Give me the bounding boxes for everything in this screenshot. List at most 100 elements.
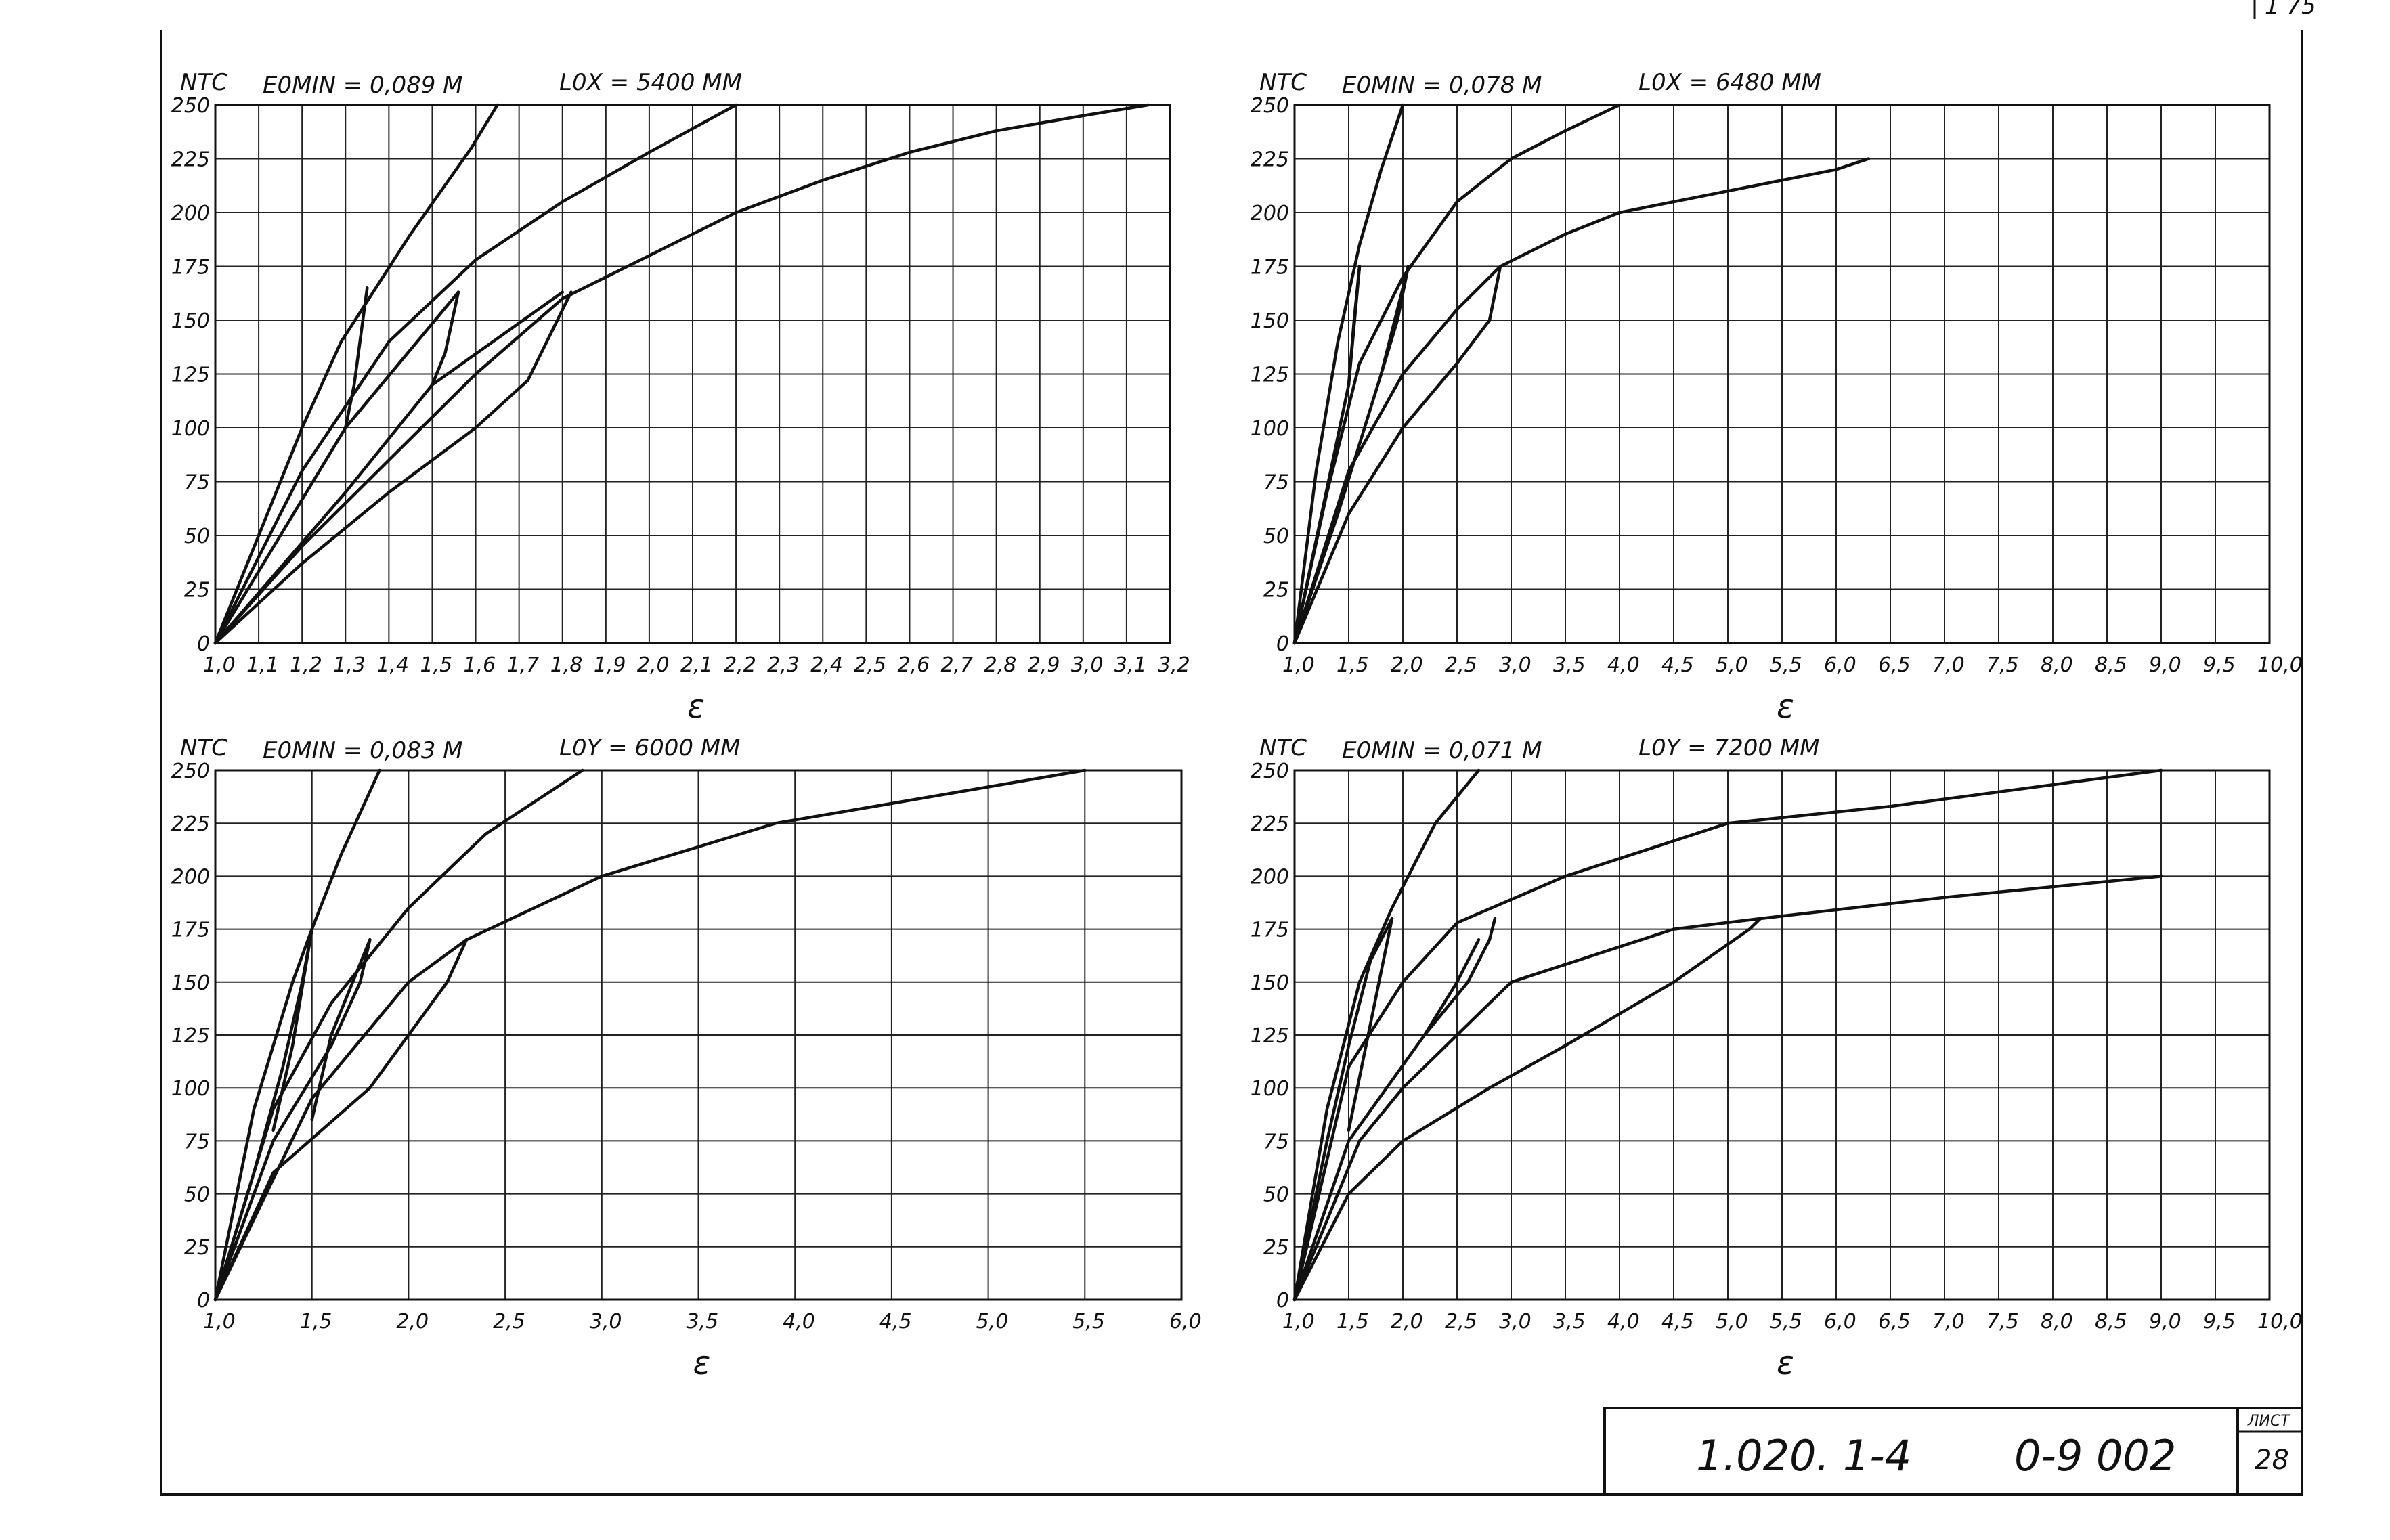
x-tick-label: 3,0 [1499,653,1531,677]
y-tick-label: 225 [1251,148,1289,172]
x-tick-label: 2,4 [810,653,843,677]
x-tick-label: 3,5 [1553,1310,1586,1334]
designation-code: 1.020. 1-4 [1696,1431,1911,1480]
y-tick-label: 150 [1251,309,1289,333]
plot-frame [1293,769,2271,1301]
x-tick-label: 4,5 [1661,653,1694,677]
y-tick-label: 50 [184,1183,210,1207]
y-tick-label: 100 [171,1077,210,1101]
x-tick-label: 7,0 [1932,653,1965,677]
series-line-3 [213,103,738,645]
plot-frame [214,769,1183,1301]
x-tick-label: 2,9 [1028,653,1060,677]
y-tick-label: 25 [1263,1236,1289,1260]
x-tick-label: 8,0 [2041,653,2073,677]
y-tick-label: 25 [184,579,210,602]
x-tick-label: 7,5 [1986,1310,2019,1334]
series-line-6 [1292,265,1502,645]
series-line-5 [1292,157,1871,645]
e0min-label: E0MIN = 0,083 M [263,737,463,764]
y-tick-label: 0 [197,632,210,656]
x-tick-label: 9,0 [2149,653,2181,677]
x-tick-label: 5,5 [1770,653,1802,677]
x-tick-label: 2,0 [1391,1310,1423,1334]
series-line-5 [1292,875,2163,1302]
y-tick-label: 175 [171,919,210,942]
x-tick-label: 2,5 [1445,653,1477,677]
y-tick-label: 175 [1251,919,1289,942]
y-tick-label: 175 [171,256,210,280]
chart-loy-7200: 1,0 1,5 2,0 2,5 3,0 3,5 4,0 4,5 5,0 5,5 6,0 6,5 7,0 7… [1251,734,2303,1382]
x-tick-label: 1,1 [246,653,279,677]
y-tick-label: 125 [1251,364,1289,387]
plot-frame [1293,104,2271,644]
y-tick-label: 150 [171,971,210,995]
chart-lox-5400: 1,0 1,1 1,2 1,3 1,4 1,5 1,6 1,7 1,8 1,9 2,0 2,1 2,2 2… [171,69,1190,726]
series-line-6 [213,938,469,1302]
x-tick-label: 1,0 [1282,653,1315,677]
y-tick-label: 0 [197,1289,210,1313]
x-tick-label: 1,4 [376,653,409,677]
x-tick-label: 5,0 [976,1310,1009,1334]
y-tick-label: 50 [1263,1183,1289,1207]
y-axis-label: NTC [1259,734,1307,762]
y-tick-label: 75 [184,1130,210,1153]
plot-frame [214,104,1171,644]
y-tick-label: 200 [171,202,210,225]
x-tick-label: 9,0 [2149,1310,2181,1334]
x-axis-label: ɛ [687,688,705,726]
x-tick-label: 3,1 [1114,653,1147,677]
y-tick-label: 75 [184,471,210,495]
x-tick-label: 1,0 [1282,1310,1315,1334]
series-line-8 [431,290,460,387]
l0-label: L0X = 6480 MM [1638,69,1821,96]
e0min-label: E0MIN = 0,078 M [1342,72,1542,99]
x-tick-label: 2,6 [897,653,930,677]
y-axis-label: NTC [180,69,227,96]
x-tick-label: 10,0 [2257,1310,2303,1334]
series-line-6 [1292,917,1762,1302]
sheet-frame [160,30,2303,1496]
y-tick-label: 225 [1251,812,1289,836]
y-tick-label: 200 [1251,202,1289,225]
x-tick-label: 2,0 [396,1310,429,1334]
document-number: 0-9 002 [2014,1431,2176,1480]
x-tick-label: 3,0 [1499,1310,1531,1334]
series-line-7 [1347,265,1362,387]
x-tick-label: 2,1 [680,653,713,677]
x-tick-label: 1,9 [594,653,626,677]
x-tick-label: 5,0 [1716,653,1748,677]
y-tick-label: 100 [1251,417,1289,441]
y-tick-label: 125 [171,364,210,387]
x-tick-label: 2,5 [493,1310,525,1334]
x-tick-label: 1,2 [290,653,322,677]
y-tick-label: 250 [1251,760,1289,783]
x-tick-label: 4,0 [783,1310,815,1334]
x-tick-label: 7,5 [1986,653,2019,677]
e0min-label: E0MIN = 0,089 M [263,72,463,99]
series-line-7 [1347,917,1394,1132]
y-tick-label: 200 [171,865,210,889]
l0-label: L0Y = 7200 MM [1638,734,1819,762]
series-line-8 [1422,938,1481,1037]
x-tick-label: 1,6 [464,653,496,677]
x-tick-label: 2,3 [767,653,800,677]
series-line-1 [213,768,381,1302]
x-tick-label: 2,2 [724,653,756,677]
x-tick-label: 1,0 [203,653,236,677]
x-tick-label: 1,5 [1337,653,1369,677]
x-tick-label: 6,5 [1878,1310,1911,1334]
y-tick-label: 250 [171,94,210,118]
y-tick-label: 0 [1276,1289,1289,1313]
x-tick-label: 2,8 [984,653,1017,677]
y-tick-label: 50 [184,525,210,548]
y-tick-label: 175 [1251,256,1289,280]
title-block-frame [1603,1407,2303,1496]
y-tick-label: 100 [171,417,210,441]
x-axis-label: ɛ [1777,688,1794,726]
series-line-8 [310,938,372,1122]
x-tick-label: 2,5 [854,653,886,677]
l0-label: L0X = 5400 MM [559,69,742,96]
x-tick-label: 6,0 [1169,1310,1202,1334]
